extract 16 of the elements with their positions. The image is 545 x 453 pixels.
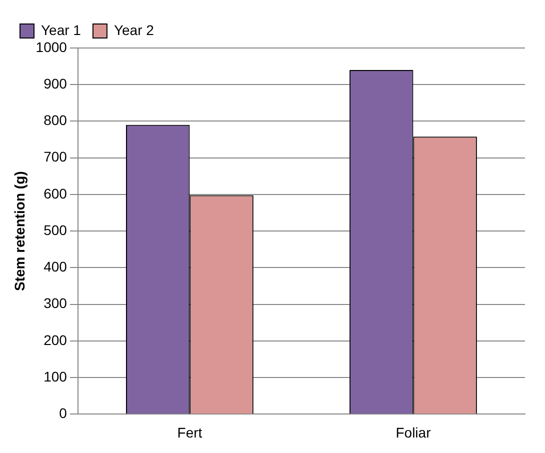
y-tick-label: 400	[44, 258, 68, 275]
y-tick-label: 900	[44, 75, 68, 92]
y-tick-label: 600	[44, 185, 68, 202]
y-tick-label: 700	[44, 148, 68, 165]
x-tick-label: Fert	[177, 424, 202, 440]
legend-label: Year 2	[114, 22, 154, 38]
y-tick-label: 1000	[36, 38, 68, 55]
y-tick-label: 200	[44, 332, 68, 348]
y-tick-label: 800	[44, 112, 68, 128]
x-tick-label: Foliar	[396, 424, 432, 440]
y-axis-title: Stem retention (g)	[11, 171, 28, 291]
y-tick-label: 100	[44, 368, 68, 384]
y-tick-label: 500	[44, 222, 68, 238]
y-tick-label: 300	[44, 295, 68, 312]
y-tick-label: 0	[59, 405, 68, 422]
legend-label: Year 1	[41, 22, 82, 38]
